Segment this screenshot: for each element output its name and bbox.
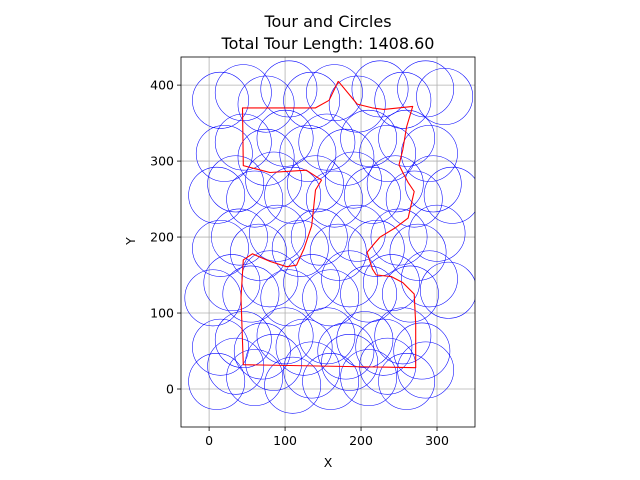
coverage-circle xyxy=(382,265,439,323)
coverage-circle xyxy=(245,334,303,391)
x-tick-label: 100 xyxy=(273,433,297,448)
y-tick-label: 400 xyxy=(150,78,174,93)
coverage-circle xyxy=(302,269,360,327)
coverage-circle xyxy=(355,318,413,376)
coverage-circle xyxy=(184,269,242,327)
coverage-circle xyxy=(283,341,341,399)
coverage-circle xyxy=(397,341,455,399)
coverage-circle xyxy=(237,75,295,133)
chart-subtitle: Total Tour Length: 1408.60 xyxy=(221,34,435,53)
coverage-circle xyxy=(336,311,394,369)
coverage-circle xyxy=(408,204,466,262)
coverage-circle xyxy=(302,353,360,410)
coverage-circle xyxy=(226,170,284,228)
coverage-circle xyxy=(317,128,375,186)
coverage-circle xyxy=(226,349,284,406)
coverage-circle xyxy=(188,353,246,410)
coverage-circle xyxy=(264,356,322,414)
coverage-circle xyxy=(233,322,291,380)
plot-frame xyxy=(180,56,476,428)
coverage-circle xyxy=(328,204,386,262)
coverage-circle xyxy=(366,155,424,213)
coverage-circle xyxy=(378,109,436,167)
coverage-circle xyxy=(340,109,398,167)
chart-title: Tour and Circles xyxy=(263,12,391,31)
coverage-circle xyxy=(260,60,318,118)
coverage-circle xyxy=(214,311,272,369)
coverage-circle xyxy=(393,322,451,380)
grid-layer xyxy=(181,57,475,427)
coverage-circle xyxy=(359,337,417,395)
coverage-circle xyxy=(271,220,329,277)
coverage-circle xyxy=(401,125,458,182)
coverage-circle xyxy=(306,64,363,122)
coverage-circle xyxy=(321,334,379,391)
y-axis-label: Y xyxy=(123,237,138,246)
coverage-circle xyxy=(317,322,375,380)
y-tick-label: 300 xyxy=(150,154,174,169)
coverage-circle xyxy=(325,151,382,209)
coverage-circle xyxy=(192,318,249,376)
coverage-circle xyxy=(389,223,447,281)
x-tick-label: 0 xyxy=(205,433,213,448)
coverage-circle xyxy=(328,75,386,133)
ticks-layer: 0 100 200 300 0 100 200 300 400 xyxy=(150,78,449,448)
x-axis-label: X xyxy=(324,455,333,470)
coverage-circle xyxy=(283,71,341,129)
y-tick-label: 200 xyxy=(150,230,174,245)
coverage-circle xyxy=(309,223,367,281)
x-tick-label: 200 xyxy=(349,433,373,448)
coverage-circle xyxy=(275,318,333,376)
x-tick-label: 300 xyxy=(425,433,449,448)
coverage-circle xyxy=(211,208,268,266)
y-tick-label: 0 xyxy=(166,382,174,397)
coverage-circle xyxy=(340,265,398,323)
tour-layer xyxy=(240,80,417,369)
coverage-circle xyxy=(347,220,405,277)
coverage-circle xyxy=(359,125,417,182)
coverage-circle xyxy=(370,208,428,266)
coverage-circle xyxy=(397,60,455,118)
coverage-circle xyxy=(214,113,272,171)
coverage-circle xyxy=(195,125,253,182)
coverage-circle xyxy=(207,337,265,395)
coverage-circle xyxy=(256,307,314,365)
tour-path xyxy=(240,80,417,369)
coverage-circle xyxy=(340,349,398,406)
coverage-circle xyxy=(363,254,420,312)
coverage-circle xyxy=(416,68,473,125)
coverage-circle xyxy=(385,170,443,228)
coverage-circle xyxy=(249,204,306,262)
coverage-circle xyxy=(374,307,432,365)
coverage-circle xyxy=(283,254,341,312)
coverage-circle xyxy=(401,250,458,308)
coverage-circle xyxy=(287,155,344,213)
coverage-circle xyxy=(420,261,475,319)
coverage-circle xyxy=(423,166,475,224)
coverage-circle xyxy=(203,254,261,312)
coverage-circle xyxy=(188,166,246,224)
coverage-circle xyxy=(344,166,401,224)
coverage-circle xyxy=(214,64,272,122)
coverage-circle xyxy=(260,269,318,327)
coverage-circle xyxy=(192,220,249,277)
coverage-circle xyxy=(374,71,432,129)
coverage-circle xyxy=(192,71,249,129)
coverage-circle xyxy=(245,151,303,209)
coverage-circle xyxy=(237,128,295,186)
coverage-circle xyxy=(222,265,280,323)
y-tick-label: 100 xyxy=(150,306,174,321)
coverage-circle xyxy=(321,250,379,308)
coverage-circle xyxy=(207,155,265,213)
coverage-circle xyxy=(279,125,337,182)
coverage-circle xyxy=(378,353,436,410)
coverage-circle xyxy=(404,155,462,213)
coverage-circle xyxy=(290,208,348,266)
coverage-circle xyxy=(298,307,356,365)
coverage-circle xyxy=(230,223,287,281)
coverage-circle xyxy=(298,113,356,171)
coverage-circle xyxy=(306,170,363,228)
